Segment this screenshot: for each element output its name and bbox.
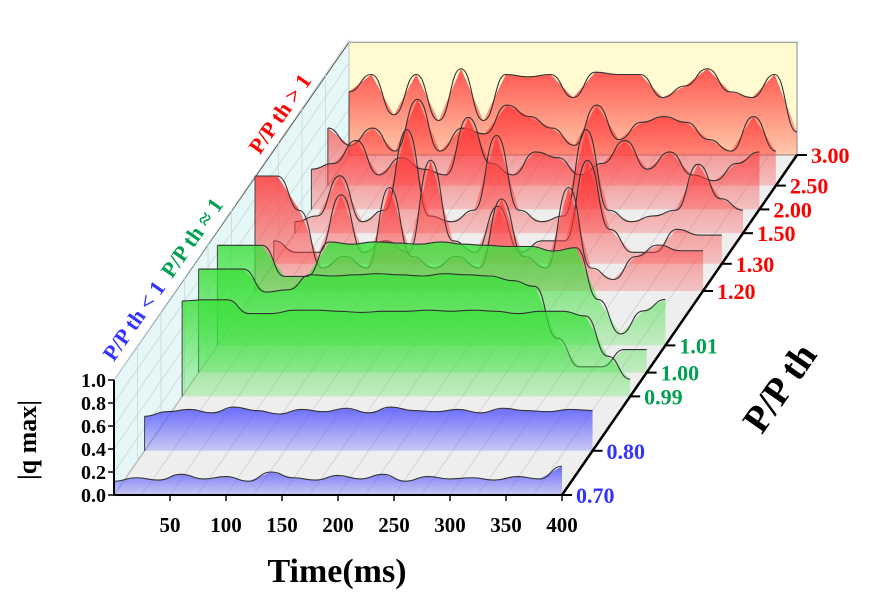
x-axis-title: Time(ms) — [267, 553, 406, 590]
y-tick-label: 1.50 — [757, 221, 796, 246]
x-tick-label: 250 — [378, 513, 410, 537]
y-tick-label: 0.80 — [607, 439, 646, 464]
slice-0-99 — [181, 299, 631, 397]
z-tick-label: 0.2 — [81, 462, 106, 484]
y-axis-line — [560, 154, 799, 496]
x-tick-label: 350 — [490, 513, 522, 537]
slice-line — [327, 98, 777, 152]
slice-area — [294, 129, 743, 234]
y-tick-label: 2.50 — [790, 174, 829, 199]
wall-gridline — [113, 39, 350, 381]
slice-area — [114, 466, 562, 495]
slice-2-00 — [310, 116, 760, 210]
z-axis-title: |q max| — [13, 400, 42, 480]
slice-0-80 — [144, 406, 593, 451]
y-tick-label: 1.00 — [661, 361, 700, 386]
slice-line — [294, 129, 743, 223]
x-tick-label: 150 — [266, 513, 298, 537]
x-tick-label: 100 — [210, 513, 242, 537]
slice-line — [311, 116, 760, 182]
x-tick-label: 300 — [434, 513, 466, 537]
slice-line — [144, 406, 593, 417]
z-tick-label: 0.4 — [81, 439, 106, 461]
slice-line — [182, 299, 631, 380]
y-tick-label: 0.99 — [644, 384, 683, 409]
x-tick-label: 200 — [322, 513, 354, 537]
slice-area — [311, 117, 760, 210]
y-tick-label: 1.30 — [736, 252, 775, 277]
y-tick-label: 2.00 — [773, 197, 812, 222]
y-tick-label: 0.70 — [576, 483, 615, 508]
z-tick-label: 0.8 — [81, 393, 106, 415]
x-tick-label: 400 — [546, 513, 578, 537]
slice-line — [348, 68, 798, 133]
y-tick-label: 1.20 — [717, 279, 756, 304]
wall-gridline — [113, 62, 350, 404]
slice-area — [182, 299, 631, 397]
slice-line — [217, 241, 666, 335]
slice-area — [144, 407, 593, 451]
y-tick-label: 1.01 — [679, 333, 718, 358]
z-tick-label: 0.6 — [81, 416, 106, 438]
y-tick-label: 3.00 — [811, 143, 850, 168]
slice-line — [113, 465, 563, 482]
x-tick-label: 50 — [160, 513, 181, 537]
z-tick-label: 1.0 — [81, 370, 106, 392]
z-tick-label: 0.0 — [81, 485, 106, 507]
y-axis-title: P/P th — [735, 336, 826, 441]
